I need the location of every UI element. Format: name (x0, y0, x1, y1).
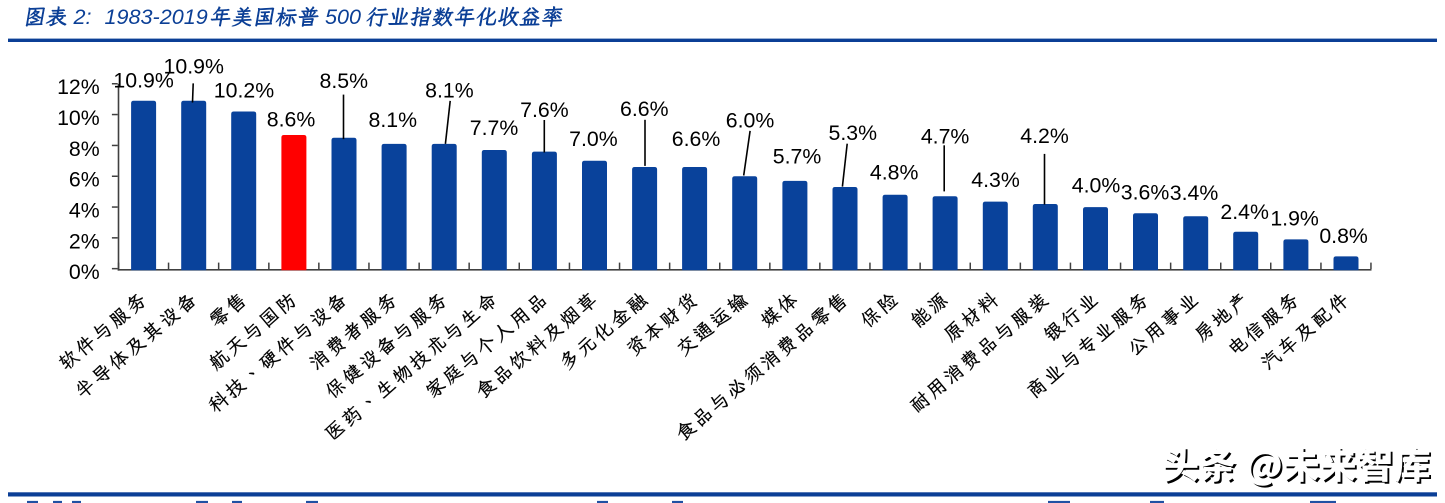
svg-text:6.6%: 6.6% (620, 97, 669, 121)
svg-text:3.6%: 3.6% (1121, 181, 1170, 205)
svg-text:0%: 0% (69, 260, 100, 284)
svg-text:7.7%: 7.7% (470, 116, 519, 140)
svg-text:6.0%: 6.0% (726, 108, 775, 132)
svg-text:8.1%: 8.1% (425, 78, 474, 102)
svg-text:7.6%: 7.6% (520, 98, 569, 122)
svg-text:8.1%: 8.1% (369, 108, 418, 132)
svg-text:2%: 2% (69, 229, 100, 253)
svg-text:8.5%: 8.5% (320, 69, 369, 93)
svg-text:10.9%: 10.9% (164, 55, 224, 79)
svg-text:12%: 12% (57, 75, 100, 99)
svg-text:3.4%: 3.4% (1170, 181, 1219, 205)
svg-text:10.2%: 10.2% (214, 78, 274, 102)
svg-text:1.9%: 1.9% (1270, 207, 1319, 231)
svg-text:2:: 2: (73, 4, 92, 29)
svg-text:5.7%: 5.7% (773, 145, 822, 169)
svg-text:4.8%: 4.8% (870, 161, 919, 185)
svg-text:1983-2019: 1983-2019 (105, 4, 208, 29)
svg-text:0.8%: 0.8% (1319, 224, 1368, 248)
svg-text:8.6%: 8.6% (267, 108, 316, 132)
svg-text:4.7%: 4.7% (921, 124, 970, 148)
svg-text:6%: 6% (69, 168, 100, 192)
svg-text:4.0%: 4.0% (1072, 173, 1121, 197)
svg-text:4.3%: 4.3% (971, 168, 1020, 192)
svg-text:10%: 10% (57, 106, 100, 130)
svg-text:10.9%: 10.9% (113, 69, 173, 93)
svg-text:7.0%: 7.0% (569, 127, 618, 151)
svg-text:6.6%: 6.6% (672, 127, 721, 151)
svg-text:5.3%: 5.3% (829, 121, 878, 145)
svg-text:2.4%: 2.4% (1220, 200, 1269, 224)
svg-text:500: 500 (325, 4, 361, 29)
svg-text:4%: 4% (69, 199, 100, 223)
svg-text:8%: 8% (69, 137, 100, 161)
svg-text:4.2%: 4.2% (1020, 124, 1069, 148)
